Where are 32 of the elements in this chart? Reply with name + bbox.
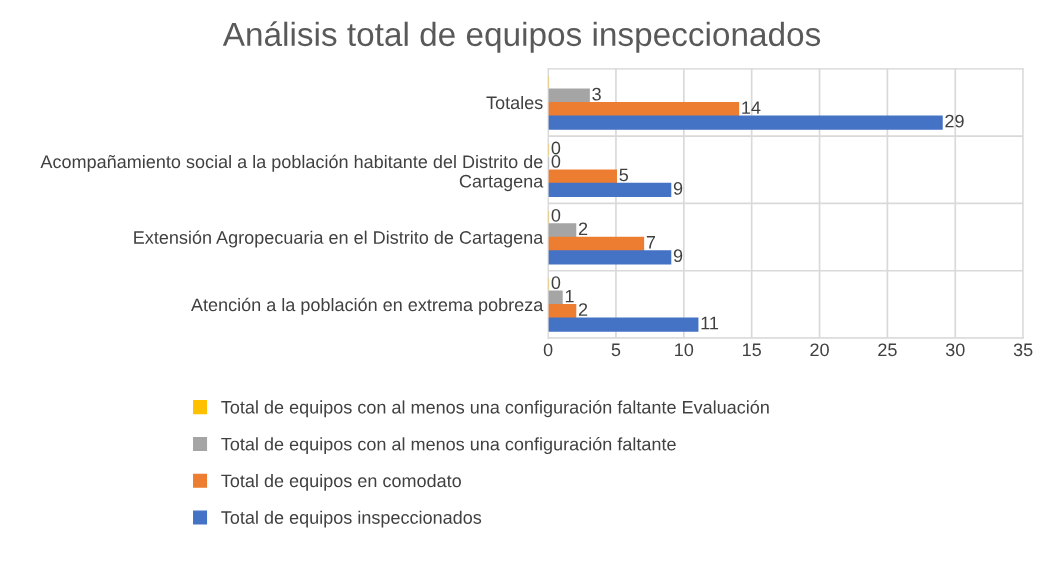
data-label: 14 xyxy=(742,101,761,114)
data-label: 11 xyxy=(701,316,719,330)
data-label: 9 xyxy=(673,182,683,195)
data-label: 7 xyxy=(646,236,656,249)
y-tick-label: Acompañamiento social a la población habitante del Distrito de Cartagena xyxy=(40,154,544,192)
data-label: 0 xyxy=(551,141,561,155)
x-tick-label: 30 xyxy=(945,343,965,357)
x-tick-label: 0 xyxy=(543,343,553,357)
data-label: 5 xyxy=(619,168,629,182)
legend-label: Total de equipos con al menos una configuración faltante Evaluación xyxy=(221,400,769,418)
y-tick-label: Extensión Agropecuaria en el Distrito de Cartagena xyxy=(134,230,544,248)
y-tick-label: Totales xyxy=(486,95,543,110)
legend-label: Total de equipos con al menos una configuración faltante xyxy=(221,437,676,455)
legend-label: Total de equipos inspeccionados xyxy=(221,510,482,528)
data-label: 0 xyxy=(551,155,561,168)
legend-label: Total de equipos en comodato xyxy=(221,473,461,491)
data-label: 0 xyxy=(551,276,561,290)
x-tick-label: 35 xyxy=(1013,343,1033,357)
data-label: 1 xyxy=(565,289,574,303)
data-label: 0 xyxy=(551,208,561,222)
data-label: 29 xyxy=(945,114,964,128)
data-label: 9 xyxy=(673,249,683,263)
x-tick-label: 20 xyxy=(810,343,829,357)
data-label: 3 xyxy=(592,87,601,101)
data-label: 2 xyxy=(578,303,588,316)
chart-title: Análisis total de equipos inspeccionados xyxy=(222,21,821,53)
x-tick-label: 10 xyxy=(675,343,694,357)
y-tick-label: Atención a la población en extrema pobreza xyxy=(190,297,544,315)
x-tick-label: 15 xyxy=(743,343,761,357)
x-tick-label: 25 xyxy=(878,343,897,357)
data-label: 2 xyxy=(578,222,588,236)
x-tick-label: 5 xyxy=(611,343,621,357)
